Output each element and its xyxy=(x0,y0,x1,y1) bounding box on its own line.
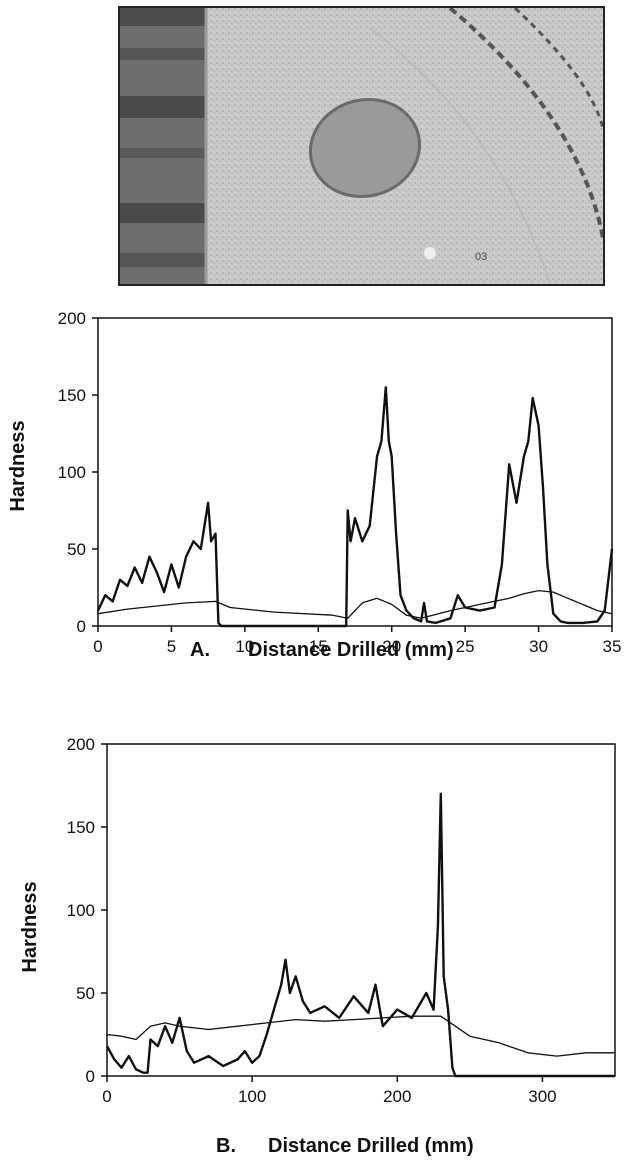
chart-a: 0 5 10 15 20 25 30 35 0 50 100 150 200 Hardness A. D… xyxy=(0,296,629,692)
chart-b-x-tick-label: 0 xyxy=(102,1087,111,1106)
chart-a-series-1-line xyxy=(96,386,614,628)
chart-a-x-tick-label: 5 xyxy=(167,637,176,656)
chart-a-x-tick-label: 15 xyxy=(309,637,328,656)
chart-b: 0 100 200 300 0 50 100 150 200 Hardness B. Dista… xyxy=(0,722,629,1157)
chart-a-y-tick-label: 100 xyxy=(58,463,86,482)
chart-b-ylabel: Hardness xyxy=(19,881,41,972)
chart-a-y-tick-label: 0 xyxy=(77,617,86,636)
chart-b-panel-label: B. xyxy=(216,1135,236,1157)
chart-a-xlabel: Distance Drilled (mm) xyxy=(248,639,454,661)
chart-b-y-tick-label: 200 xyxy=(67,735,95,754)
chart-b-svg: 0 100 200 300 0 50 100 150 200 Hardness B. Dista… xyxy=(19,735,616,1157)
chart-a-x-tick-label: 30 xyxy=(529,637,548,656)
chart-a-ylabel: Hardness xyxy=(7,420,29,511)
chart-b-x-tick-label: 300 xyxy=(528,1087,556,1106)
chart-b-xlabel: Distance Drilled (mm) xyxy=(268,1135,474,1157)
chart-a-x-tick-label: 0 xyxy=(93,637,102,656)
specimen-photo: 03 xyxy=(118,6,605,286)
chart-a-x-tick-label: 35 xyxy=(603,637,622,656)
chart-a-panel-label: A. xyxy=(190,639,210,661)
chart-a-x-tick-label: 20 xyxy=(382,637,401,656)
specimen-photo-image: 03 xyxy=(120,8,603,284)
chart-a-y-tick-label: 200 xyxy=(58,309,86,328)
chart-b-y-tick-label: 50 xyxy=(76,984,95,1003)
chart-a-x-tick-label: 25 xyxy=(456,637,475,656)
chart-a-svg: 0 5 10 15 20 25 30 35 0 50 100 150 200 Hardness A. D… xyxy=(7,309,622,661)
chart-b-y-tick-label: 0 xyxy=(86,1067,95,1086)
chart-b-series-1-line xyxy=(105,792,615,1078)
chart-a-y-tick-label: 50 xyxy=(67,540,86,559)
chart-b-x-tick-label: 200 xyxy=(383,1087,411,1106)
photo-label: 03 xyxy=(475,251,487,263)
chart-a-series-2-line xyxy=(97,589,613,619)
chart-b-y-tick-label: 100 xyxy=(67,901,95,920)
chart-b-series-2-line xyxy=(106,1015,615,1057)
chart-b-y-tick-label: 150 xyxy=(67,818,95,837)
chart-a-y-tick-label: 150 xyxy=(58,386,86,405)
chart-a-x-tick-label: 10 xyxy=(235,637,254,656)
chart-b-x-tick-label: 100 xyxy=(238,1087,266,1106)
